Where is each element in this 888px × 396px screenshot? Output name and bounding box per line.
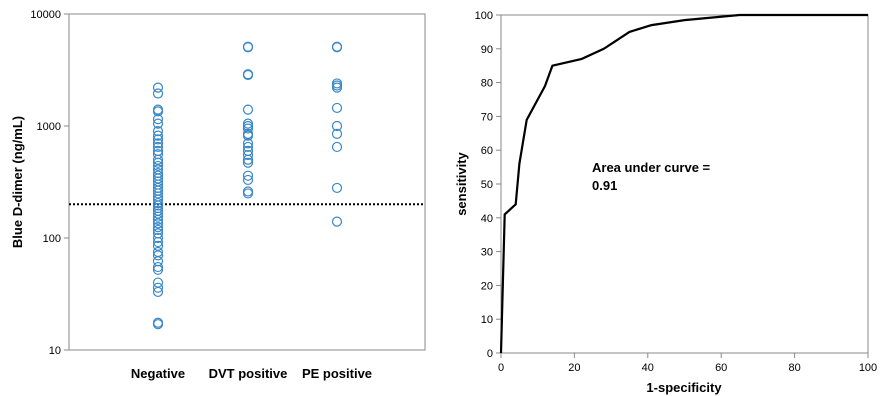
right-x-axis-label: 1-specificity — [646, 380, 722, 395]
left-y-tick-label: 10000 — [30, 9, 61, 21]
scatter-point — [152, 188, 164, 199]
scatter-point — [331, 216, 343, 227]
right-y-tick-label: 100 — [475, 10, 493, 22]
scatter-point — [152, 154, 164, 165]
scatter-point — [152, 114, 164, 125]
right-y-tick-label: 30 — [481, 247, 493, 259]
scatter-point — [152, 106, 164, 117]
scatter-point — [242, 174, 254, 186]
scatter-point — [331, 102, 343, 114]
right-y-tick-label: 90 — [481, 44, 493, 56]
scatter-point — [152, 214, 164, 226]
scatter-point — [242, 104, 254, 115]
left-category-labels: Negative DVT positive PE positive — [131, 366, 372, 381]
roc-curve-line — [499, 13, 868, 354]
left-scatter-chart: 10 100 1000 10000 Negative DVT positive PE po… — [10, 9, 426, 381]
right-y-tick-label: 80 — [481, 78, 493, 90]
scatter-point — [152, 134, 164, 145]
scatter-point — [152, 282, 164, 293]
right-y-tick-label: 50 — [481, 179, 493, 191]
left-category-label: DVT positive — [209, 366, 288, 381]
scatter-point — [152, 319, 164, 330]
scatter-point — [152, 88, 164, 99]
right-y-axis-label: sensitivity — [454, 151, 469, 215]
scatter-point — [242, 149, 254, 161]
left-category-label: Negative — [131, 366, 185, 381]
auc-annotation-line2: 0.91 — [592, 178, 617, 193]
scatter-point — [152, 250, 164, 261]
right-x-tick-label: 60 — [715, 362, 727, 374]
scatter-point — [152, 236, 164, 248]
right-y-tick-label: 0 — [487, 348, 493, 360]
scatter-point — [242, 130, 254, 141]
scatter-point — [152, 277, 164, 288]
scatter-point — [242, 154, 254, 165]
left-data-points — [152, 41, 343, 330]
scatter-point — [152, 167, 164, 179]
scatter-point — [152, 197, 164, 209]
scatter-point — [242, 141, 254, 153]
right-x-tick-label: 80 — [788, 362, 800, 374]
right-x-tick-label: 40 — [642, 362, 654, 374]
scatter-point — [331, 80, 343, 91]
scatter-point — [152, 118, 164, 129]
scatter-point — [242, 120, 254, 132]
scatter-point — [152, 224, 164, 236]
scatter-point — [331, 141, 343, 153]
scatter-point — [152, 82, 164, 93]
scatter-point — [242, 188, 254, 199]
scatter-point — [152, 211, 164, 222]
scatter-point — [331, 42, 343, 53]
left-category-label: PE positive — [302, 366, 372, 381]
right-y-tick-label: 10 — [481, 314, 493, 326]
scatter-point — [242, 138, 254, 149]
scatter-point — [331, 120, 343, 132]
scatter-point — [242, 170, 254, 181]
left-y-ticks: 10 100 1000 10000 — [30, 9, 69, 357]
right-y-tick-label: 60 — [481, 145, 493, 157]
scatter-point — [331, 128, 343, 140]
scatter-point — [152, 130, 164, 141]
left-plot-frame — [68, 13, 426, 351]
right-x-tick-label: 100 — [859, 362, 877, 374]
right-roc-chart: 0 10 20 30 40 50 60 70 80 90 100 0 20 40 60 80 100 Area… — [454, 10, 877, 395]
left-y-tick-label: 100 — [43, 233, 61, 245]
left-y-axis-label: Blue D-dimer (ng/mL) — [10, 116, 25, 248]
scatter-point — [152, 157, 164, 168]
right-x-ticks: 0 20 40 60 80 100 — [498, 353, 877, 374]
scatter-point — [152, 222, 164, 233]
left-y-tick-label: 1000 — [37, 121, 61, 133]
right-y-tick-label: 20 — [481, 280, 493, 292]
scatter-point — [152, 141, 164, 153]
scatter-point — [152, 138, 164, 149]
scatter-point — [152, 208, 164, 219]
right-x-tick-label: 0 — [498, 362, 504, 374]
scatter-point — [242, 123, 254, 134]
right-y-ticks: 0 10 20 30 40 50 60 70 80 90 100 — [475, 10, 501, 360]
scatter-point — [152, 286, 164, 298]
scatter-point — [242, 157, 254, 168]
right-y-tick-label: 70 — [481, 111, 493, 123]
scatter-point — [152, 261, 164, 273]
right-y-tick-label: 40 — [481, 213, 493, 225]
left-y-tick-label: 10 — [49, 345, 61, 357]
scatter-point — [152, 218, 164, 229]
right-x-tick-label: 20 — [568, 362, 580, 374]
auc-annotation-line1: Area under curve = — [592, 160, 711, 175]
scatter-point — [152, 200, 164, 211]
scatter-point — [331, 82, 343, 93]
scatter-point — [152, 160, 164, 172]
scatter-point — [152, 264, 164, 275]
scatter-point — [331, 182, 343, 194]
scatter-point — [242, 69, 254, 81]
scatter-point — [242, 42, 254, 53]
scatter-point — [152, 126, 164, 137]
scatter-point — [152, 232, 164, 244]
